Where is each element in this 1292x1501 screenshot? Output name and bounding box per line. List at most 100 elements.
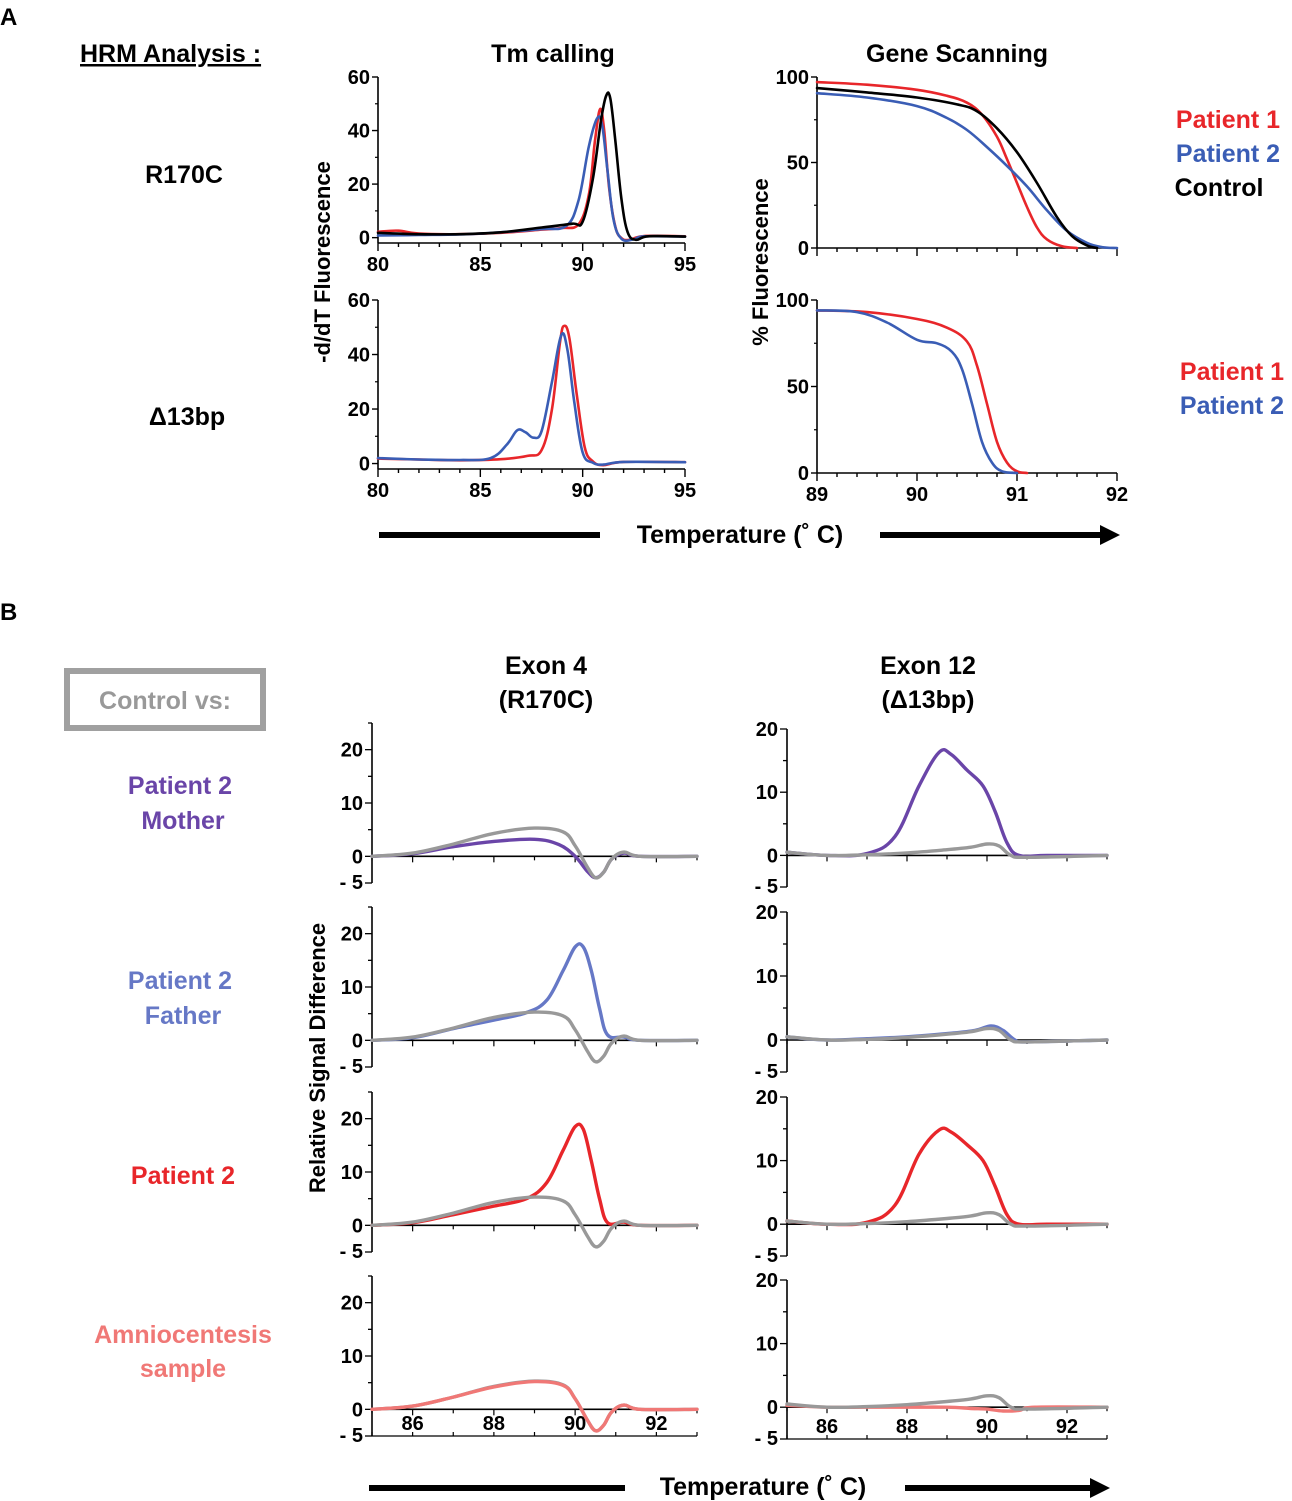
- y-tick-label: 20: [341, 924, 363, 946]
- x-tick-label: 91: [1006, 484, 1028, 506]
- x-tick-label: 92: [1106, 484, 1128, 506]
- chart-a-r170c-tm: 80 85 90 95 0 20 40 60: [348, 67, 696, 276]
- y-tick-label: 0: [352, 846, 363, 868]
- y-tick-label: 10: [341, 1346, 363, 1368]
- chart-b-e4-patient2: 0 10 20 - 5: [340, 1091, 699, 1263]
- y-tick-label: 0: [359, 228, 370, 250]
- y-tick-label: - 5: [340, 1425, 363, 1447]
- y-tick-label: 50: [787, 377, 809, 399]
- series-line-control: [376, 91, 687, 242]
- row-label-mother-2: Mother: [141, 807, 225, 835]
- series-line-patient-1: [376, 107, 687, 242]
- y-tick-label: 0: [352, 1215, 363, 1237]
- chart-b-e12-patient2: 0 10 20 - 5: [755, 1087, 1109, 1267]
- y-tick-label: 20: [341, 1109, 363, 1131]
- y-tick-label: 10: [756, 966, 778, 988]
- row-label-mother-1: Patient 2: [128, 772, 232, 800]
- legend-a2-patient1: Patient 1: [1180, 358, 1284, 386]
- x-tick-label: 80: [367, 254, 389, 276]
- chart-b-e12-amnio: 0 10 20 - 5 86 88 90 92: [755, 1270, 1109, 1450]
- y-tick-label: - 5: [755, 1428, 778, 1450]
- y-tick-label: - 5: [340, 1056, 363, 1078]
- x-tick-label: 88: [483, 1413, 505, 1435]
- y-tick-label: 0: [352, 1030, 363, 1052]
- hrm-analysis-label: HRM Analysis :: [80, 40, 261, 68]
- x-tick-label: 92: [645, 1413, 667, 1435]
- y-tick-label: 20: [756, 1270, 778, 1292]
- row-label-amnio-2: sample: [140, 1355, 226, 1383]
- y-tick-label: 0: [798, 238, 809, 260]
- chart-b-e4-amnio: 0 10 20 - 5 86 88 90 92: [340, 1275, 699, 1447]
- legend-a2-patient2: Patient 2: [1180, 392, 1284, 420]
- series-line-control: [785, 842, 1109, 860]
- y-tick-label: 0: [798, 463, 809, 485]
- temperature-arrow-a-head: [1100, 525, 1120, 545]
- legend-a1-control: Control: [1175, 174, 1264, 202]
- y-tick-label: 0: [767, 845, 778, 867]
- series-line-patient-1: [815, 309, 1029, 475]
- series-line-patient-2: [376, 332, 687, 466]
- y-tick-label: - 5: [755, 1061, 778, 1083]
- x-tick-label: 86: [816, 1416, 838, 1438]
- series-line-control: [785, 1393, 1109, 1411]
- series-line-patient-2: [370, 1122, 699, 1228]
- y-tick-label: - 5: [340, 1241, 363, 1263]
- series-line-control: [370, 1195, 699, 1249]
- y-tick-label: 10: [341, 793, 363, 815]
- chart-b-e12-mother: 0 10 20 - 5: [755, 719, 1109, 898]
- x-tick-label: 90: [564, 1413, 586, 1435]
- y-tick-label: 10: [341, 977, 363, 999]
- y-tick-label: 0: [352, 1399, 363, 1421]
- y-axis-label-dfluorescence: -d/dT Fluorescence: [310, 161, 335, 363]
- series-line-patient-1: [815, 80, 1079, 250]
- chart-a-d13bp-scan: 89 90 91 92 0 50 100: [776, 290, 1129, 506]
- row-label-patient2: Patient 2: [131, 1162, 235, 1190]
- y-axis-label-relative-signal: Relative Signal Difference: [305, 923, 330, 1193]
- chart-b-e4-father: 0 10 20 - 5: [340, 906, 699, 1078]
- x-tick-label: 80: [367, 480, 389, 502]
- series-line-patient-2-father: [370, 942, 699, 1043]
- panel-b-letter: B: [0, 599, 17, 626]
- y-tick-label: 20: [348, 399, 370, 421]
- legend-a1-patient2: Patient 2: [1176, 140, 1280, 168]
- y-tick-label: 10: [756, 782, 778, 804]
- series-line-patient-2-mother: [785, 747, 1109, 859]
- y-tick-label: 0: [767, 1397, 778, 1419]
- y-tick-label: 20: [341, 740, 363, 762]
- control-vs-box: [64, 668, 266, 731]
- y-tick-label: 10: [756, 1334, 778, 1356]
- legend-a1-patient1: Patient 1: [1176, 106, 1280, 134]
- row-label-father-1: Patient 2: [128, 967, 232, 995]
- x-tick-label: 92: [1056, 1416, 1078, 1438]
- x-axis-label-b: Temperature (˚ C): [660, 1473, 867, 1501]
- x-tick-label: 95: [674, 480, 696, 502]
- y-tick-label: - 5: [755, 1245, 778, 1267]
- x-tick-label: 90: [976, 1416, 998, 1438]
- exon12-title: Exon 12: [880, 652, 976, 680]
- gene-scanning-title: Gene Scanning: [866, 40, 1048, 68]
- series-line-patient-2: [785, 1126, 1109, 1227]
- x-tick-label: 88: [896, 1416, 918, 1438]
- y-tick-label: 0: [767, 1030, 778, 1052]
- y-tick-label: 10: [756, 1151, 778, 1173]
- y-tick-label: - 5: [755, 876, 778, 898]
- series-line-patient-1: [376, 324, 687, 467]
- chart-a-d13bp-tm: 80 85 90 95 0 20 40 60: [348, 290, 696, 502]
- row-label-r170c: R170C: [145, 161, 223, 189]
- y-tick-label: 60: [348, 290, 370, 312]
- y-tick-label: 20: [348, 174, 370, 196]
- control-vs-label: Control vs:: [99, 687, 231, 715]
- x-tick-label: 89: [806, 484, 828, 506]
- y-tick-label: 20: [756, 1087, 778, 1109]
- y-tick-label: 100: [776, 290, 809, 312]
- row-label-amnio-1: Amniocentesis: [94, 1321, 272, 1349]
- exon12-subtitle: (Δ13bp): [882, 686, 975, 714]
- x-tick-label: 90: [906, 484, 928, 506]
- chart-a-r170c-scan: 0 50 100: [776, 67, 1119, 260]
- series-line-patient-2: [815, 309, 1019, 475]
- series-line-patient-2: [815, 91, 1119, 250]
- chart-b-e4-mother: 0 10 20 - 5: [340, 722, 699, 894]
- y-tick-label: 40: [348, 121, 370, 143]
- y-tick-label: 20: [341, 1293, 363, 1315]
